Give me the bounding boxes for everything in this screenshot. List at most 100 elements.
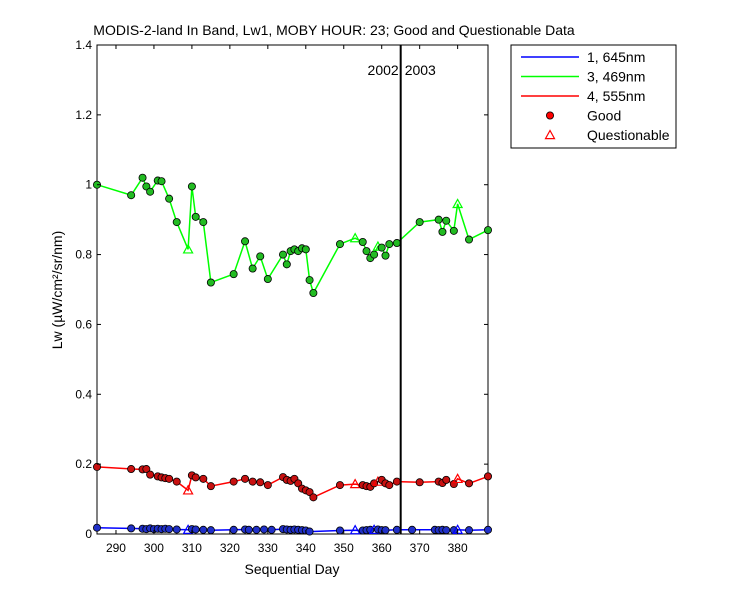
- good-point: [165, 194, 174, 203]
- questionable-point: [182, 484, 194, 495]
- legend-label: Questionable: [587, 127, 670, 143]
- legend-items: 1, 645nm 3, 469nm 4, 555nm Good Questionable: [521, 49, 670, 143]
- legend-item: Questionable: [544, 127, 670, 143]
- good-point: [241, 237, 250, 246]
- good-point: [263, 275, 272, 284]
- series-2: [93, 173, 492, 297]
- plot-area: 2002 2003: [93, 44, 492, 536]
- good-point: [138, 173, 147, 182]
- good-point: [93, 462, 102, 471]
- good-point: [199, 218, 208, 227]
- legend-label: 4, 555nm: [587, 88, 645, 104]
- good-point: [442, 475, 451, 484]
- good-point: [305, 276, 314, 285]
- good-point: [206, 526, 215, 535]
- good-point: [244, 525, 253, 534]
- y-tick-label: 1.4: [75, 38, 92, 52]
- series-3: [93, 462, 492, 502]
- good-point: [465, 235, 474, 244]
- good-point: [165, 525, 174, 534]
- good-point: [146, 470, 155, 479]
- good-point: [191, 525, 200, 534]
- good-point: [392, 477, 401, 486]
- good-point: [309, 493, 318, 502]
- questionable-point: [182, 243, 194, 254]
- y-tick-label: 0.8: [75, 248, 92, 262]
- good-point: [408, 525, 417, 534]
- chart-title: MODIS-2-land In Band, Lw1, MOBY HOUR: 23…: [93, 22, 575, 38]
- good-point: [392, 525, 401, 534]
- y-tick-label: 1: [85, 178, 92, 192]
- x-tick-label: 350: [334, 541, 354, 555]
- good-point: [256, 478, 265, 487]
- good-point: [282, 260, 291, 269]
- good-point: [370, 250, 379, 259]
- good-point: [301, 245, 310, 254]
- good-point: [465, 526, 474, 535]
- x-tick-label: 290: [106, 541, 126, 555]
- good-point: [252, 525, 261, 534]
- good-point: [483, 525, 492, 534]
- good-point: [335, 526, 344, 535]
- good-point: [442, 526, 451, 535]
- good-point: [146, 187, 155, 196]
- x-tick-label: 360: [372, 541, 392, 555]
- good-point: [206, 482, 215, 491]
- good-point: [381, 526, 390, 535]
- legend-item: 1, 645nm: [521, 49, 645, 65]
- good-point: [127, 465, 136, 474]
- good-point: [93, 523, 102, 532]
- good-point: [385, 240, 394, 249]
- good-point: [309, 288, 318, 297]
- good-point: [392, 239, 401, 248]
- legend: 1, 645nm 3, 469nm 4, 555nm Good Questionable: [510, 44, 677, 149]
- good-point: [438, 227, 447, 236]
- good-point: [385, 481, 394, 490]
- legend-swatch-dot: [546, 111, 555, 120]
- good-point: [267, 525, 276, 534]
- legend-item: 4, 555nm: [521, 88, 645, 104]
- x-axis-label: Sequential Day: [245, 561, 340, 577]
- y-axis: 0 0.2 0.4 0.6 0.8 1 1.2 1.4: [75, 38, 488, 541]
- good-point: [449, 226, 458, 235]
- y-tick-label: 0.2: [75, 457, 92, 471]
- good-point: [248, 477, 257, 486]
- x-axis: 290 300 310 320 330 340 350 360 370 380: [106, 45, 468, 555]
- questionable-point: [349, 232, 361, 243]
- good-point: [305, 527, 314, 536]
- y-axis-label: Lw (µW/cm²/sr/nm): [49, 231, 65, 350]
- good-point: [172, 477, 181, 486]
- legend-label: 3, 469nm: [587, 69, 645, 85]
- legend-item: Good: [546, 108, 621, 124]
- good-point: [415, 218, 424, 227]
- year-label-2002: 2002: [368, 62, 399, 78]
- legend-swatch-triangle: [544, 129, 556, 140]
- good-point: [362, 247, 371, 256]
- good-point: [187, 182, 196, 191]
- good-point: [165, 474, 174, 483]
- x-tick-label: 320: [220, 541, 240, 555]
- good-point: [279, 250, 288, 259]
- good-point: [465, 479, 474, 488]
- x-tick-label: 370: [410, 541, 430, 555]
- x-tick-label: 310: [182, 541, 202, 555]
- x-tick-label: 340: [296, 541, 316, 555]
- good-point: [483, 472, 492, 481]
- good-point: [335, 240, 344, 249]
- questionable-point: [452, 473, 464, 484]
- y-tick-label: 0.6: [75, 317, 92, 331]
- good-point: [191, 473, 200, 482]
- good-point: [229, 477, 238, 486]
- year-label-2003: 2003: [405, 62, 436, 78]
- good-point: [199, 474, 208, 483]
- good-point: [260, 525, 269, 534]
- good-point: [157, 177, 166, 186]
- good-point: [241, 474, 250, 483]
- good-point: [229, 525, 238, 534]
- good-point: [127, 524, 136, 533]
- good-point: [358, 237, 367, 246]
- good-point: [142, 465, 151, 474]
- legend-label: 1, 645nm: [587, 49, 645, 65]
- series-1: [93, 523, 492, 536]
- good-point: [263, 481, 272, 490]
